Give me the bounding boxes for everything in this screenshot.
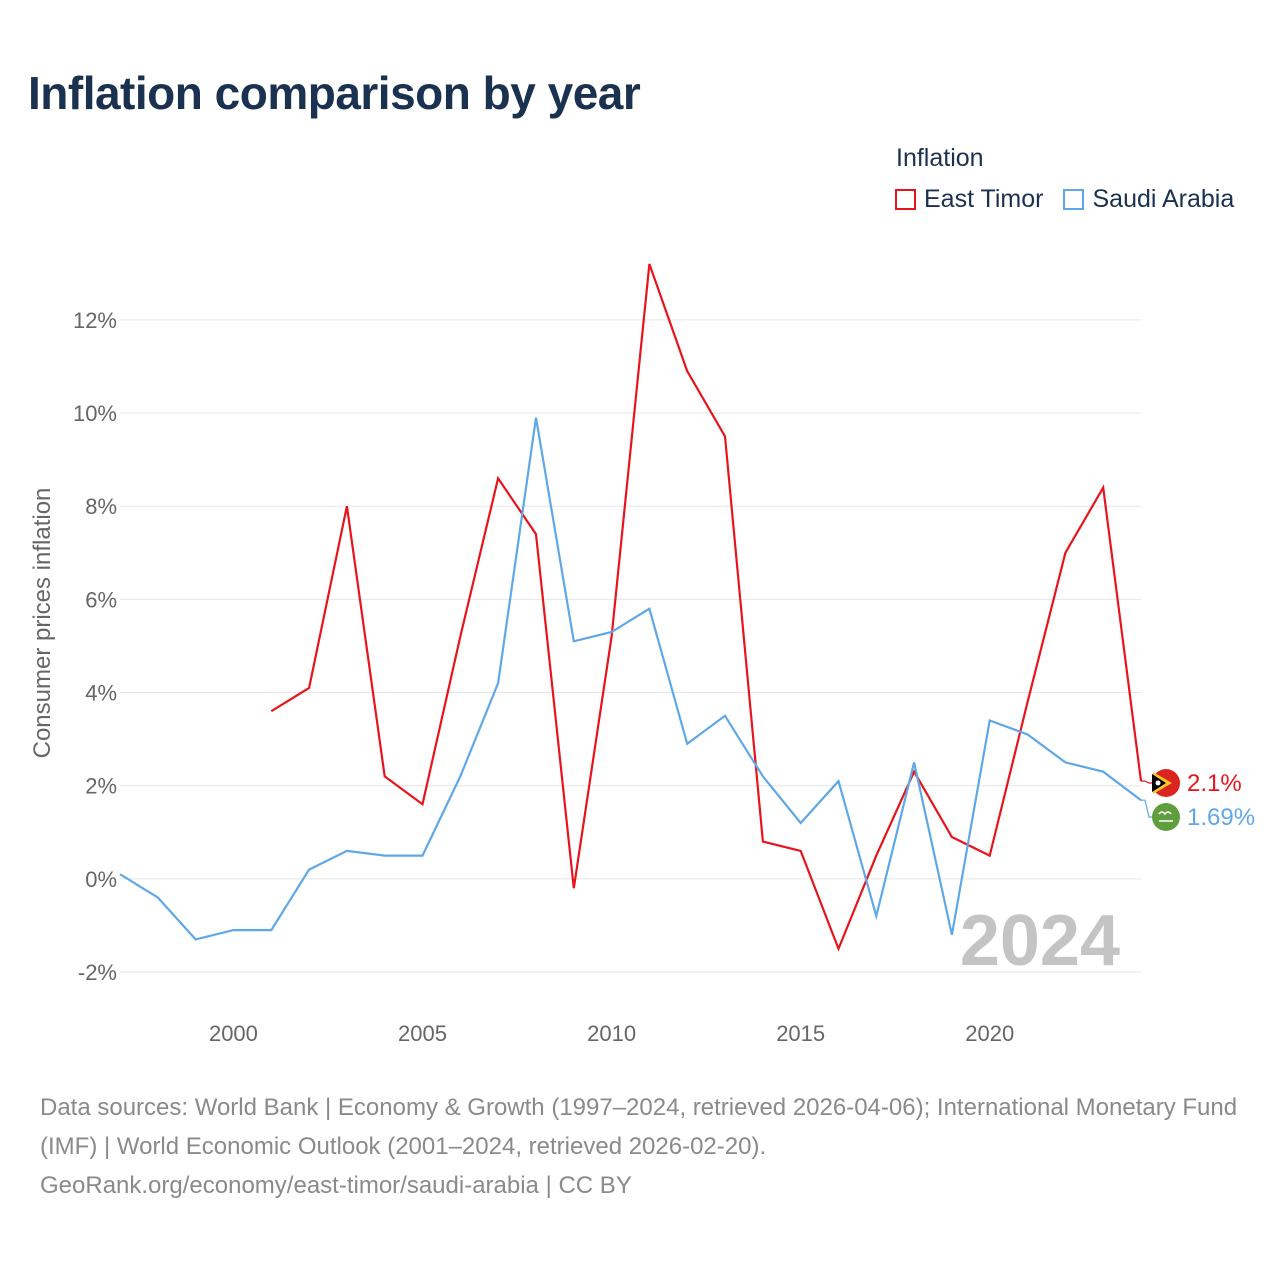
y-axis-label: Consumer prices inflation bbox=[29, 488, 56, 759]
y-tick-label: 12% bbox=[73, 308, 117, 333]
legend: East Timor Saudi Arabia bbox=[895, 185, 1234, 214]
x-tick-label: 2005 bbox=[398, 1021, 447, 1046]
legend-swatch-east-timor bbox=[895, 189, 916, 210]
y-tick-label: 6% bbox=[85, 587, 117, 612]
year-watermark: 2024 bbox=[960, 901, 1120, 981]
flag-circle bbox=[1152, 803, 1180, 831]
series-line-saudi-arabia[interactable] bbox=[119, 417, 1142, 941]
x-tick-label: 2015 bbox=[776, 1021, 825, 1046]
y-tick-label: 4% bbox=[85, 681, 117, 706]
x-tick-label: 2000 bbox=[209, 1021, 258, 1046]
end-value-label: 1.69% bbox=[1187, 804, 1255, 831]
legend-item-east-timor[interactable]: East Timor bbox=[895, 185, 1043, 214]
credit-link[interactable]: GeoRank.org/economy/east-timor/saudi-ara… bbox=[40, 1172, 632, 1199]
y-tick-label: 0% bbox=[85, 867, 117, 892]
end-value-label: 2.1% bbox=[1187, 770, 1242, 797]
y-tick-label: 10% bbox=[73, 401, 117, 426]
data-sources: Data sources: World Bank | Economy & Gro… bbox=[40, 1094, 1238, 1160]
line-chart: -2% 0% 2% 4% 6% 8% 10% 12% 2000 2005 2010 2015 2020… bbox=[29, 263, 1255, 1046]
east-timor-flag-icon bbox=[1152, 769, 1180, 797]
legend-swatch-saudi-arabia bbox=[1063, 189, 1085, 210]
legend-item-saudi-arabia[interactable]: Saudi Arabia bbox=[1063, 185, 1234, 214]
y-tick-label: 2% bbox=[85, 774, 117, 799]
x-tick-label: 2010 bbox=[587, 1021, 636, 1046]
x-axis-ticks: 2000 2005 2010 2015 2020 bbox=[209, 1021, 1014, 1046]
legend-label-saudi-arabia: Saudi Arabia bbox=[1092, 185, 1235, 213]
flag-star bbox=[1155, 780, 1161, 786]
saudi-arabia-flag-icon bbox=[1152, 803, 1180, 831]
legend-title: Inflation bbox=[896, 144, 984, 172]
x-tick-label: 2020 bbox=[965, 1021, 1014, 1046]
chart-title: Inflation comparison by year bbox=[28, 67, 641, 119]
grid bbox=[120, 319, 1141, 973]
y-tick-label: 8% bbox=[85, 494, 117, 519]
flag-emblem bbox=[1158, 811, 1173, 822]
footer: Data sources: World Bank | Economy & Gro… bbox=[40, 1088, 1240, 1205]
series-line-east-timor[interactable] bbox=[270, 263, 1143, 952]
y-axis-ticks: -2% 0% 2% 4% 6% 8% 10% 12% bbox=[73, 308, 117, 985]
end-labels: 2.1% 1.69% bbox=[1141, 769, 1255, 831]
legend-label-east-timor: East Timor bbox=[924, 185, 1044, 213]
series-lines bbox=[119, 263, 1143, 952]
y-tick-label: -2% bbox=[78, 960, 117, 985]
